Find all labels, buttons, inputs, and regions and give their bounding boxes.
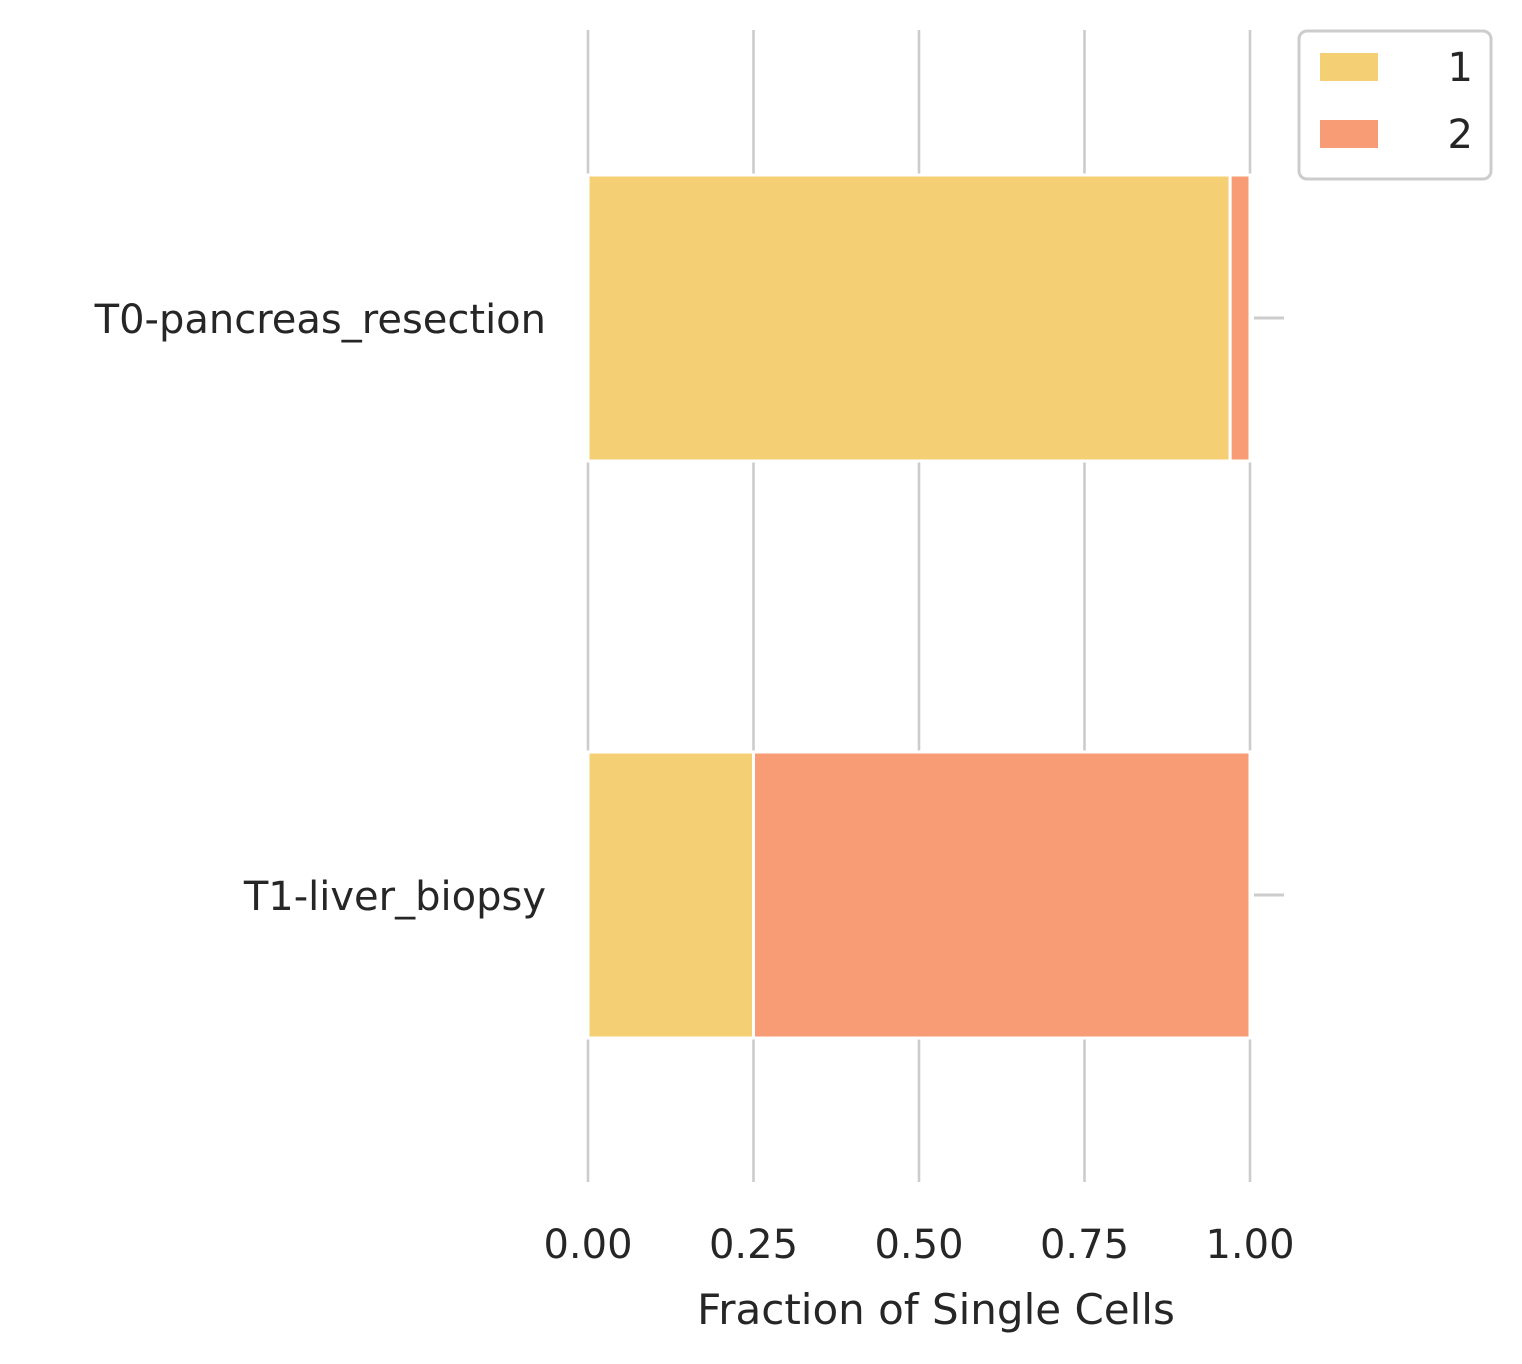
legend-swatch-2 — [1320, 120, 1378, 148]
x-tick-label-3: 0.75 — [1040, 1222, 1129, 1268]
legend: 12 — [1297, 29, 1493, 181]
y-tick-label-1: T1-liver_biopsy — [243, 874, 546, 920]
bar-1-series-2 — [752, 750, 1252, 1040]
x-tick-label-1: 0.25 — [709, 1222, 798, 1268]
bar-1-series-1 — [586, 750, 755, 1040]
x-tick-label-0: 0.00 — [543, 1222, 632, 1268]
y-tick-label-0: T0-pancreas_resection — [94, 297, 546, 343]
x-tick-label-2: 0.50 — [874, 1222, 963, 1268]
bar-0-series-2 — [1228, 173, 1252, 463]
x-tick-label-4: 1.00 — [1205, 1222, 1294, 1268]
legend-swatch-1 — [1320, 53, 1378, 81]
bar-0-series-1 — [586, 173, 1232, 463]
y-tick-labels: T0-pancreas_resection T1-liver_biopsy — [94, 297, 546, 920]
x-tick-labels: 0.00 0.25 0.50 0.75 1.00 — [543, 1222, 1294, 1268]
legend-label-1: 1 — [1448, 45, 1473, 91]
legend-label-2: 2 — [1448, 112, 1473, 158]
bars — [586, 173, 1252, 1040]
x-axis-title: Fraction of Single Cells — [697, 1285, 1175, 1334]
